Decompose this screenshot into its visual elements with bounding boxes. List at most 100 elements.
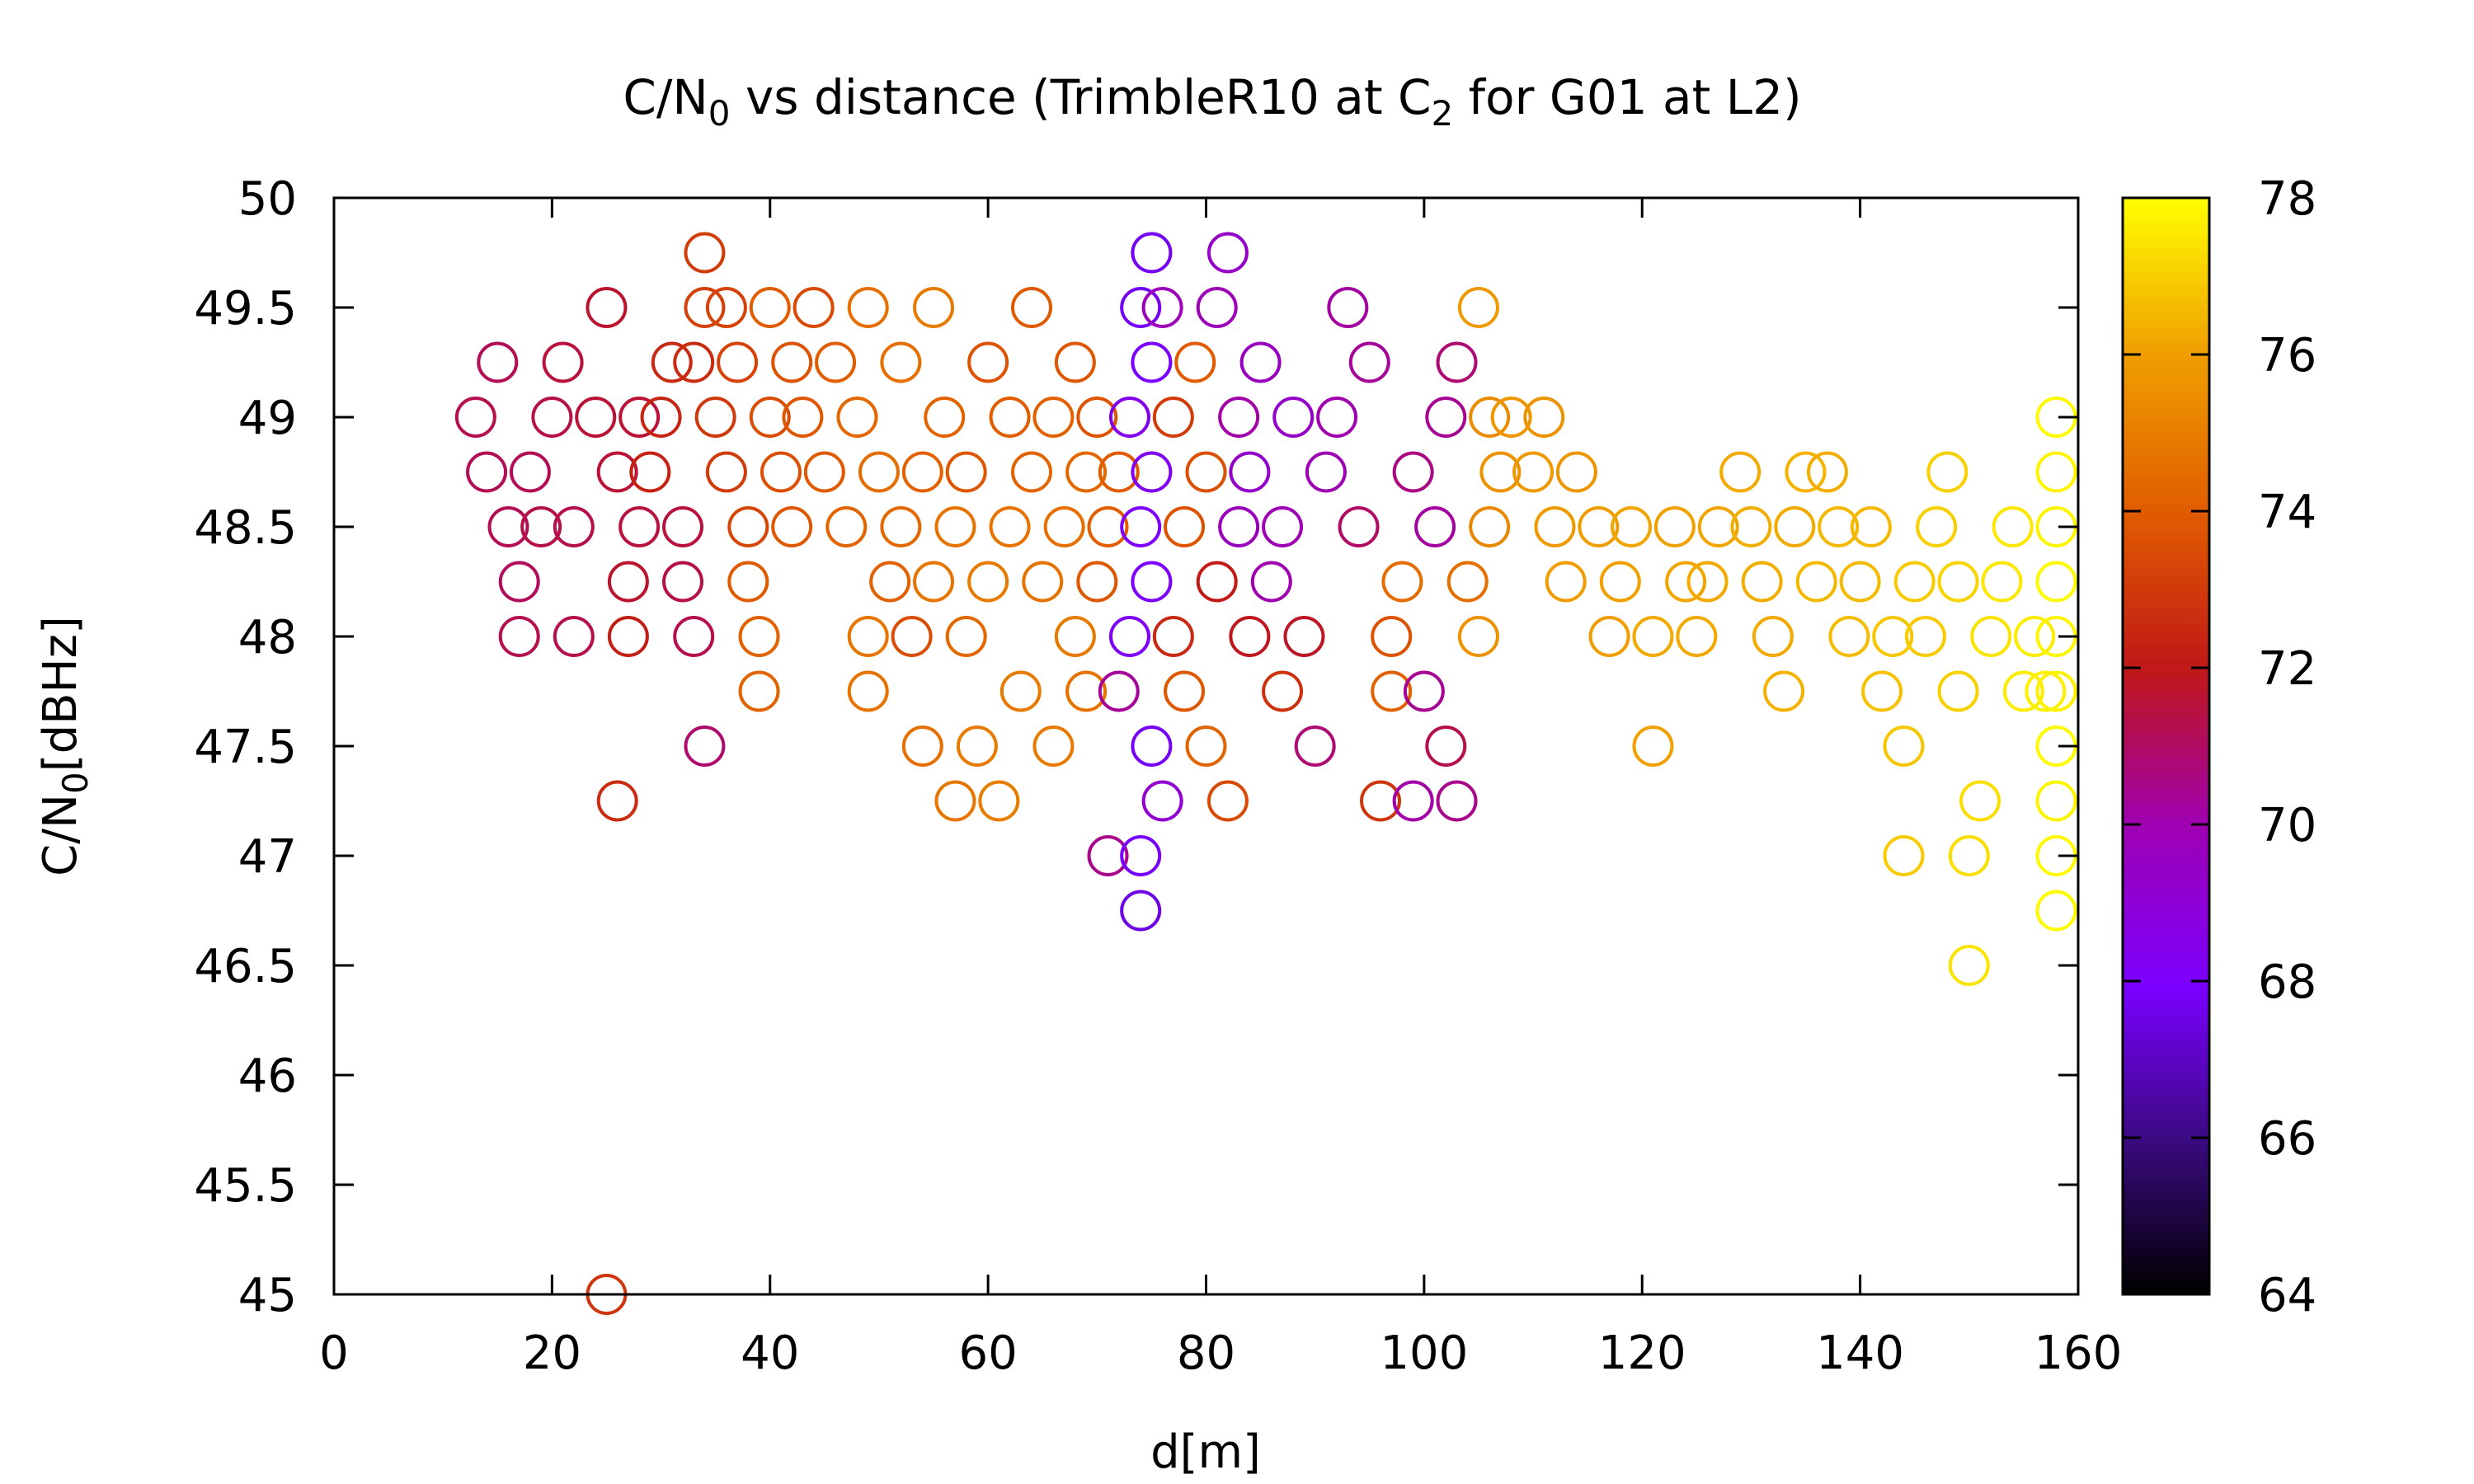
data-point [1381,561,1423,603]
data-point [1763,670,1805,712]
data-point [640,397,682,438]
data-point [1686,561,1729,603]
y-tick-label: 48 [238,611,297,665]
data-point [1697,506,1739,547]
data-point [1392,780,1434,822]
y-tick-label: 50 [238,172,297,226]
data-point [2035,451,2077,493]
data-point [673,616,715,657]
data-point [1185,451,1227,493]
data-point [1632,726,1674,767]
data-point [1872,616,1914,657]
data-point [934,506,976,547]
data-point [1164,670,1206,712]
data-point [1730,506,1772,547]
data-point [618,397,661,438]
data-point [1425,726,1467,767]
x-tick-label: 160 [2034,1327,2123,1380]
data-point [901,451,943,493]
data-point [498,561,540,603]
y-tick-label: 45 [238,1269,297,1322]
y-tick-label: 46 [238,1050,297,1103]
data-point [1131,451,1173,493]
data-point [1425,397,1467,438]
scatter-points [454,232,2077,1315]
x-tick-label: 40 [741,1327,799,1380]
data-point [542,341,584,383]
data-point [1108,397,1150,438]
data-point [1959,780,2001,822]
colorbar-tick-label: 76 [2258,329,2316,383]
data-point [1632,616,1674,657]
x-tick-label: 100 [1380,1327,1468,1380]
colorbar-tick-label: 70 [2258,799,2316,852]
data-point [847,287,889,328]
data-point [684,726,726,767]
data-point [1131,232,1173,274]
data-point [1152,397,1194,438]
data-point [1916,506,1958,547]
data-point [454,397,496,438]
data-point [1338,506,1380,547]
colorbar [2121,196,2211,1296]
colorbar-tick-label: 74 [2258,486,2316,539]
data-point [1206,780,1249,822]
data-point [618,506,661,547]
data-point [477,341,519,383]
data-point [1294,726,1336,767]
data-point [662,561,703,603]
y-tick-label: 47 [238,830,297,884]
data-point [1065,451,1108,493]
data-point [1469,506,1511,547]
data-point [782,397,824,438]
data-point [1937,561,1979,603]
data-point [1774,506,1816,547]
data-point [967,341,1009,383]
colorbar-tick-label: 68 [2258,956,2316,1009]
data-point [1196,561,1238,603]
data-point [1611,506,1653,547]
data-point [1348,341,1390,383]
data-point [1785,451,1827,493]
data-point [2035,780,2077,822]
data-point [1185,726,1227,767]
data-point [531,397,573,438]
data-point [1054,616,1096,657]
data-point [1250,561,1292,603]
data-point [1948,835,1990,876]
data-point [999,670,1042,712]
data-point [1262,670,1304,712]
data-point [989,397,1031,438]
data-point [1926,451,1968,493]
data-point [1883,835,1925,876]
y-axis: 45 45.5 46 46.5 47 47.5 48 48.5 49 49.5 50 [194,172,2078,1322]
data-point [934,780,976,822]
x-tick-label: 140 [1816,1327,1904,1380]
data-point [727,506,769,547]
data-point [738,670,780,712]
data-point [1022,561,1064,603]
y-tick-label: 49 [238,392,297,445]
data-point [2002,670,2044,712]
data-point [607,616,649,657]
data-point [1360,780,1401,822]
data-point [913,561,955,603]
data-point [956,726,998,767]
data-point [575,397,617,438]
y-tick-label: 49.5 [194,282,297,336]
data-point [498,616,540,657]
data-point [1011,287,1052,328]
data-point [1555,451,1597,493]
data-point [1414,506,1456,547]
data-point [1457,287,1499,328]
data-point [651,341,693,383]
data-point [880,341,922,383]
data-point [815,341,857,383]
data-point [1795,561,1837,603]
data-point [749,397,791,438]
data-point [793,287,835,328]
data-point [1120,890,1162,932]
data-point [1839,561,1881,603]
data-point [760,451,802,493]
